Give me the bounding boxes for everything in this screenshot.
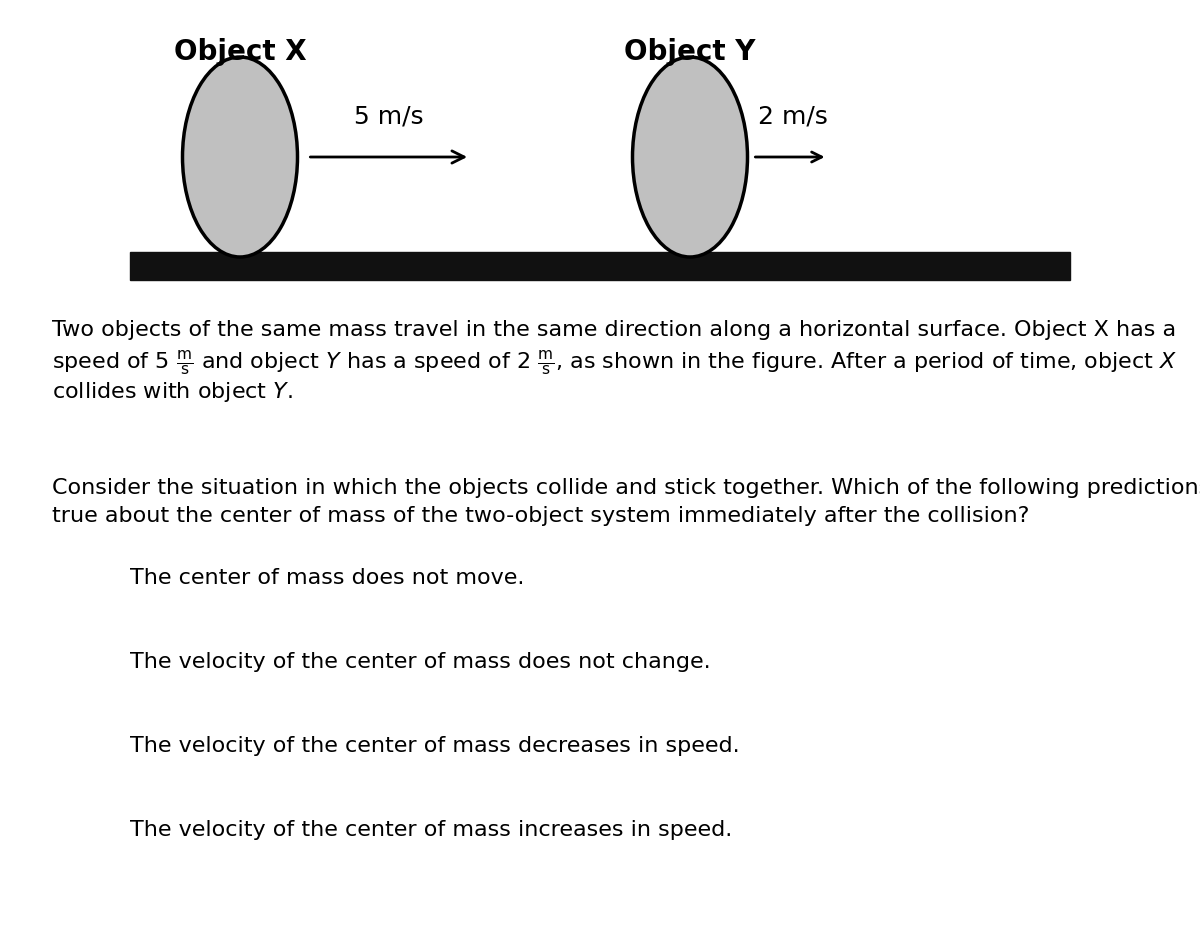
Text: Object Y: Object Y — [624, 38, 756, 66]
Text: The velocity of the center of mass does not change.: The velocity of the center of mass does … — [130, 652, 710, 672]
Ellipse shape — [182, 57, 298, 257]
Bar — [130, 252, 1070, 280]
Text: Object X: Object X — [174, 38, 306, 66]
Text: 2 m/s: 2 m/s — [757, 105, 827, 129]
Text: 5 m/s: 5 m/s — [354, 105, 424, 129]
Text: true about the center of mass of the two-object system immediately after the col: true about the center of mass of the two… — [52, 506, 1030, 526]
Text: collides with object $Y$.: collides with object $Y$. — [52, 380, 293, 404]
Text: The velocity of the center of mass decreases in speed.: The velocity of the center of mass decre… — [130, 736, 739, 756]
Text: Two objects of the same mass travel in the same direction along a horizontal sur: Two objects of the same mass travel in t… — [52, 320, 1176, 340]
Text: Consider the situation in which the objects collide and stick together. Which of: Consider the situation in which the obje… — [52, 478, 1200, 498]
Text: The velocity of the center of mass increases in speed.: The velocity of the center of mass incre… — [130, 820, 732, 840]
Ellipse shape — [632, 57, 748, 257]
Text: speed of 5 $\mathregular{\frac{m}{s}}$ and object $Y$ has a speed of 2 $\mathreg: speed of 5 $\mathregular{\frac{m}{s}}$ a… — [52, 348, 1177, 377]
Text: The center of mass does not move.: The center of mass does not move. — [130, 568, 524, 587]
